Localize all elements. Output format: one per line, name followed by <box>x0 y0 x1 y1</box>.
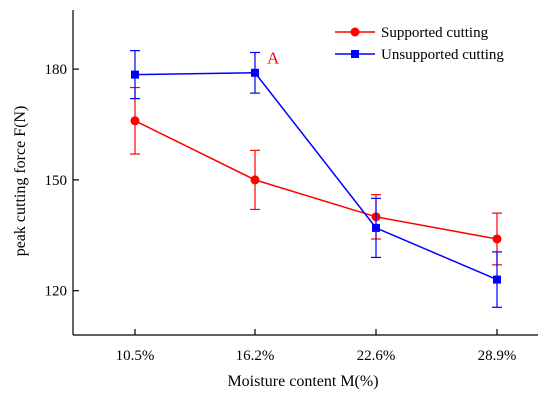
data-point <box>250 175 260 185</box>
x-tick-label: 28.9% <box>478 348 517 364</box>
annotation-layer: A <box>267 49 280 68</box>
axes <box>72 10 538 336</box>
data-point <box>131 70 139 79</box>
data-point <box>493 275 501 284</box>
y-tick-label: 150 <box>45 173 68 189</box>
legend-marker <box>350 27 360 37</box>
y-ticks: 120 150 180 <box>45 62 79 300</box>
data-point <box>251 68 259 77</box>
annotation-label: A <box>267 49 280 68</box>
data-point <box>372 223 380 232</box>
series-2 <box>130 50 502 308</box>
series-line <box>134 120 498 240</box>
data-point <box>492 234 502 244</box>
legend-label: Unsupported cutting <box>381 47 504 63</box>
x-axis-label: Moisture content M(%) <box>227 373 378 390</box>
x-tick-label: 16.2% <box>236 348 275 364</box>
series-1 <box>130 86 502 266</box>
legend: Supported cutting Unsupported cutting <box>335 25 504 63</box>
legend-item: Unsupported cutting <box>335 47 504 63</box>
y-axis-label: peak cutting force F(N) <box>12 106 29 257</box>
y-tick-label: 120 <box>45 284 68 300</box>
x-tick-label: 10.5% <box>116 348 155 364</box>
legend-label: Supported cutting <box>381 25 489 41</box>
legend-item: Supported cutting <box>335 25 489 41</box>
y-tick-label: 180 <box>45 62 68 78</box>
x-ticks: 10.5% 16.2% 22.6% 28.9% <box>116 329 517 364</box>
legend-marker <box>351 50 359 58</box>
series-line <box>134 72 498 281</box>
x-tick-label: 22.6% <box>357 348 396 364</box>
series-layer <box>130 50 502 308</box>
data-point <box>130 116 140 126</box>
